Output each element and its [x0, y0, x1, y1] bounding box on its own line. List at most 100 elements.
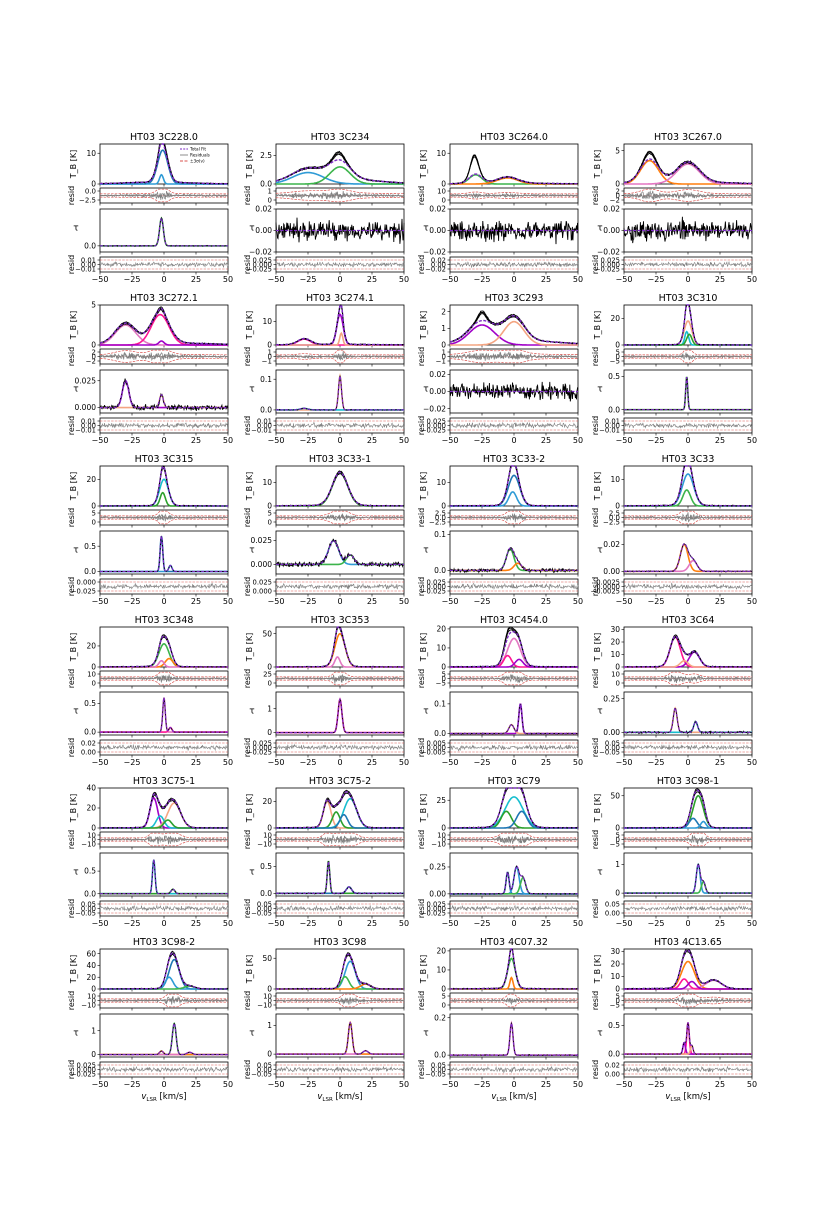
tb-resid-panel: 20−2 resid: [67, 347, 229, 367]
tau-panel: 0.02 0.00 τ: [597, 530, 753, 577]
tau-component-line: [100, 697, 228, 733]
x-tick-label: 0: [337, 758, 342, 767]
tb-panel-ytick-label: 60: [86, 949, 96, 958]
tau-panel-ytick-label: 0.1: [434, 530, 446, 539]
x-tick-label: −50: [616, 597, 633, 606]
tb-total-fit-line: [450, 787, 579, 829]
tau-resid-line: [275, 1066, 405, 1073]
tb-panel-ytick-label: 0: [91, 180, 96, 189]
tau-component-line: [624, 720, 752, 734]
tau-resid-ytick-label: 0.005: [427, 739, 446, 747]
tau-resid-line: [99, 582, 229, 590]
chart-title: HT03 3C33: [662, 454, 715, 465]
tau-total-fit-line: [100, 1022, 228, 1056]
tau-axis-label: τ: [73, 707, 78, 717]
chart-title: HT03 3C348: [135, 615, 194, 626]
tb-resid-ytick-label: 0: [616, 679, 620, 687]
tau-panel-frame: [275, 852, 405, 897]
tau-resid-axis-label: resid: [591, 738, 600, 758]
tau-panel: 1 0 τ: [597, 852, 753, 899]
tb-sigma-lower: [624, 196, 752, 203]
x-tick-label: −25: [300, 758, 317, 767]
tb-resid-ytick-label: −1: [436, 357, 446, 365]
tau-panel: 1 0 τ: [73, 1013, 229, 1060]
tb-total-fit-line: [275, 159, 404, 184]
x-tick-label: 0: [511, 1080, 516, 1089]
tau-panel-ytick-label: 0.00: [603, 567, 620, 576]
tau-resid-ytick-label: 0.05: [605, 900, 620, 908]
tau-resid-ytick-label: 0.025: [253, 256, 272, 264]
tb-component-line: [450, 654, 578, 668]
tb-panel-ytick-label: 0: [267, 663, 272, 672]
tb-resid-ytick-label: 0.0: [435, 514, 446, 522]
x-tick-label: −50: [92, 597, 109, 606]
tb-data-line: [99, 465, 229, 507]
tb-component-line: [276, 797, 404, 829]
tb-sigma-upper: [276, 188, 404, 195]
tau-panel-ytick-label: 0.25: [603, 694, 620, 703]
tau-resid-ytick-label: −0.05: [599, 748, 620, 756]
tb-resid-ytick-label: 0: [268, 518, 272, 526]
tau-resid-ytick-label: −0.025: [71, 1070, 96, 1078]
tb-panel-ytick-label: 50: [262, 629, 272, 638]
tb-resid-ytick-label: 0: [616, 192, 620, 200]
tau-component-line: [624, 1042, 752, 1055]
tau-axis-label: τ: [249, 546, 254, 556]
tb-component-line: [450, 474, 578, 507]
tb-sigma-lower: [100, 196, 228, 203]
tau-resid-line: [99, 1065, 229, 1073]
x-tick-label: −25: [300, 1080, 317, 1089]
tb-panel: 0 5 T_B [K]: [69, 301, 229, 350]
tb-panel-ytick-label: 10: [436, 149, 446, 158]
tau-resid-line: [449, 261, 579, 269]
x-tick-label: 0: [685, 597, 690, 606]
tb-panel-frame: [275, 143, 405, 185]
tb-sigma-lower: [624, 840, 752, 847]
tau-resid-ytick-label: −0.05: [251, 909, 272, 917]
tb-resid-ytick-label: 5: [616, 992, 620, 1000]
tau-axis-label: τ: [597, 546, 602, 556]
tau-panel: 0.5 0.0 τ: [597, 369, 753, 416]
tb-resid-ytick-label: 0: [442, 836, 446, 844]
tb-axis-label: T_B [K]: [419, 472, 428, 501]
tau-total-fit-line: [450, 547, 578, 572]
x-tick-label: −25: [474, 919, 491, 928]
tau-resid-axis-label: resid: [417, 1060, 426, 1080]
tau-panel-ytick-label: 0.0: [434, 729, 446, 738]
tau-panel: 0.1 0.0 τ: [423, 530, 579, 577]
tb-total-fit-line: [450, 631, 578, 668]
x-tick-label: −25: [474, 1080, 491, 1089]
tb-sigma-lower: [624, 1001, 752, 1008]
tb-total-fit-line: [100, 635, 228, 668]
tb-resid-panel: 100−10 resid: [243, 991, 405, 1011]
tau-resid-ytick-label: 0.01: [605, 417, 620, 425]
x-tick-label: 25: [541, 597, 551, 606]
tb-resid-ytick-label: 0: [442, 675, 446, 683]
tb-resid-axis-label: resid: [417, 347, 426, 367]
tau-axis-label: τ: [249, 707, 254, 717]
tb-data-line: [275, 473, 405, 507]
chart-title: HT03 3C75-1: [133, 776, 195, 787]
tau-panel-ytick-label: −0.02: [249, 248, 272, 257]
tau-resid-line: [623, 260, 753, 268]
x-tick-label: −25: [648, 758, 665, 767]
tau-resid-ytick-label: 0.00: [81, 261, 96, 269]
tau-panel-ytick-label: 0.02: [603, 205, 620, 214]
x-tick-label: −50: [616, 1080, 633, 1089]
tau-total-fit-line: [276, 539, 404, 566]
tb-panel-ytick-label: 0: [615, 180, 620, 189]
tau-axis-label: τ: [73, 868, 78, 878]
tb-panel-ytick-label: 20: [610, 960, 620, 969]
tb-sigma-upper: [450, 349, 578, 355]
tb-axis-label: T_B [K]: [69, 955, 78, 984]
tau-panel-ytick-label: 0.1: [260, 375, 272, 384]
tb-resid-line: [623, 674, 753, 684]
tb-panel-ytick-label: 20: [86, 973, 96, 982]
tb-data-line: [100, 466, 229, 507]
